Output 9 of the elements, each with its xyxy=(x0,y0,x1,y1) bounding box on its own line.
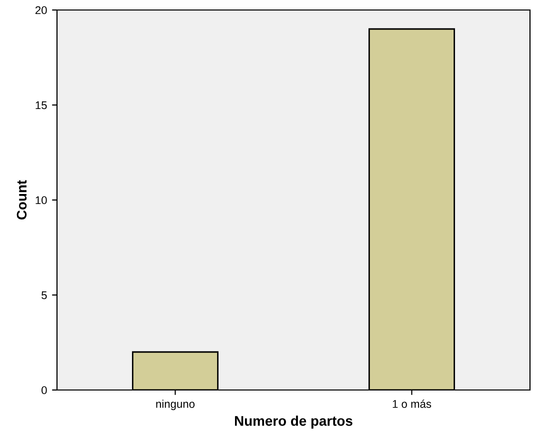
x-axis-title: Numero de partos xyxy=(235,416,352,429)
y-tick-label: 10 xyxy=(36,196,47,204)
y-tick-label: 15 xyxy=(36,101,47,110)
y-tick-label: 0 xyxy=(42,386,47,394)
y-axis-title: Count xyxy=(16,180,27,220)
x-tick-label: ninguno xyxy=(156,400,195,410)
y-tick-label: 5 xyxy=(42,291,47,300)
y-tick-label: 20 xyxy=(35,6,47,14)
x-tick-label: 1 o más xyxy=(392,400,432,408)
